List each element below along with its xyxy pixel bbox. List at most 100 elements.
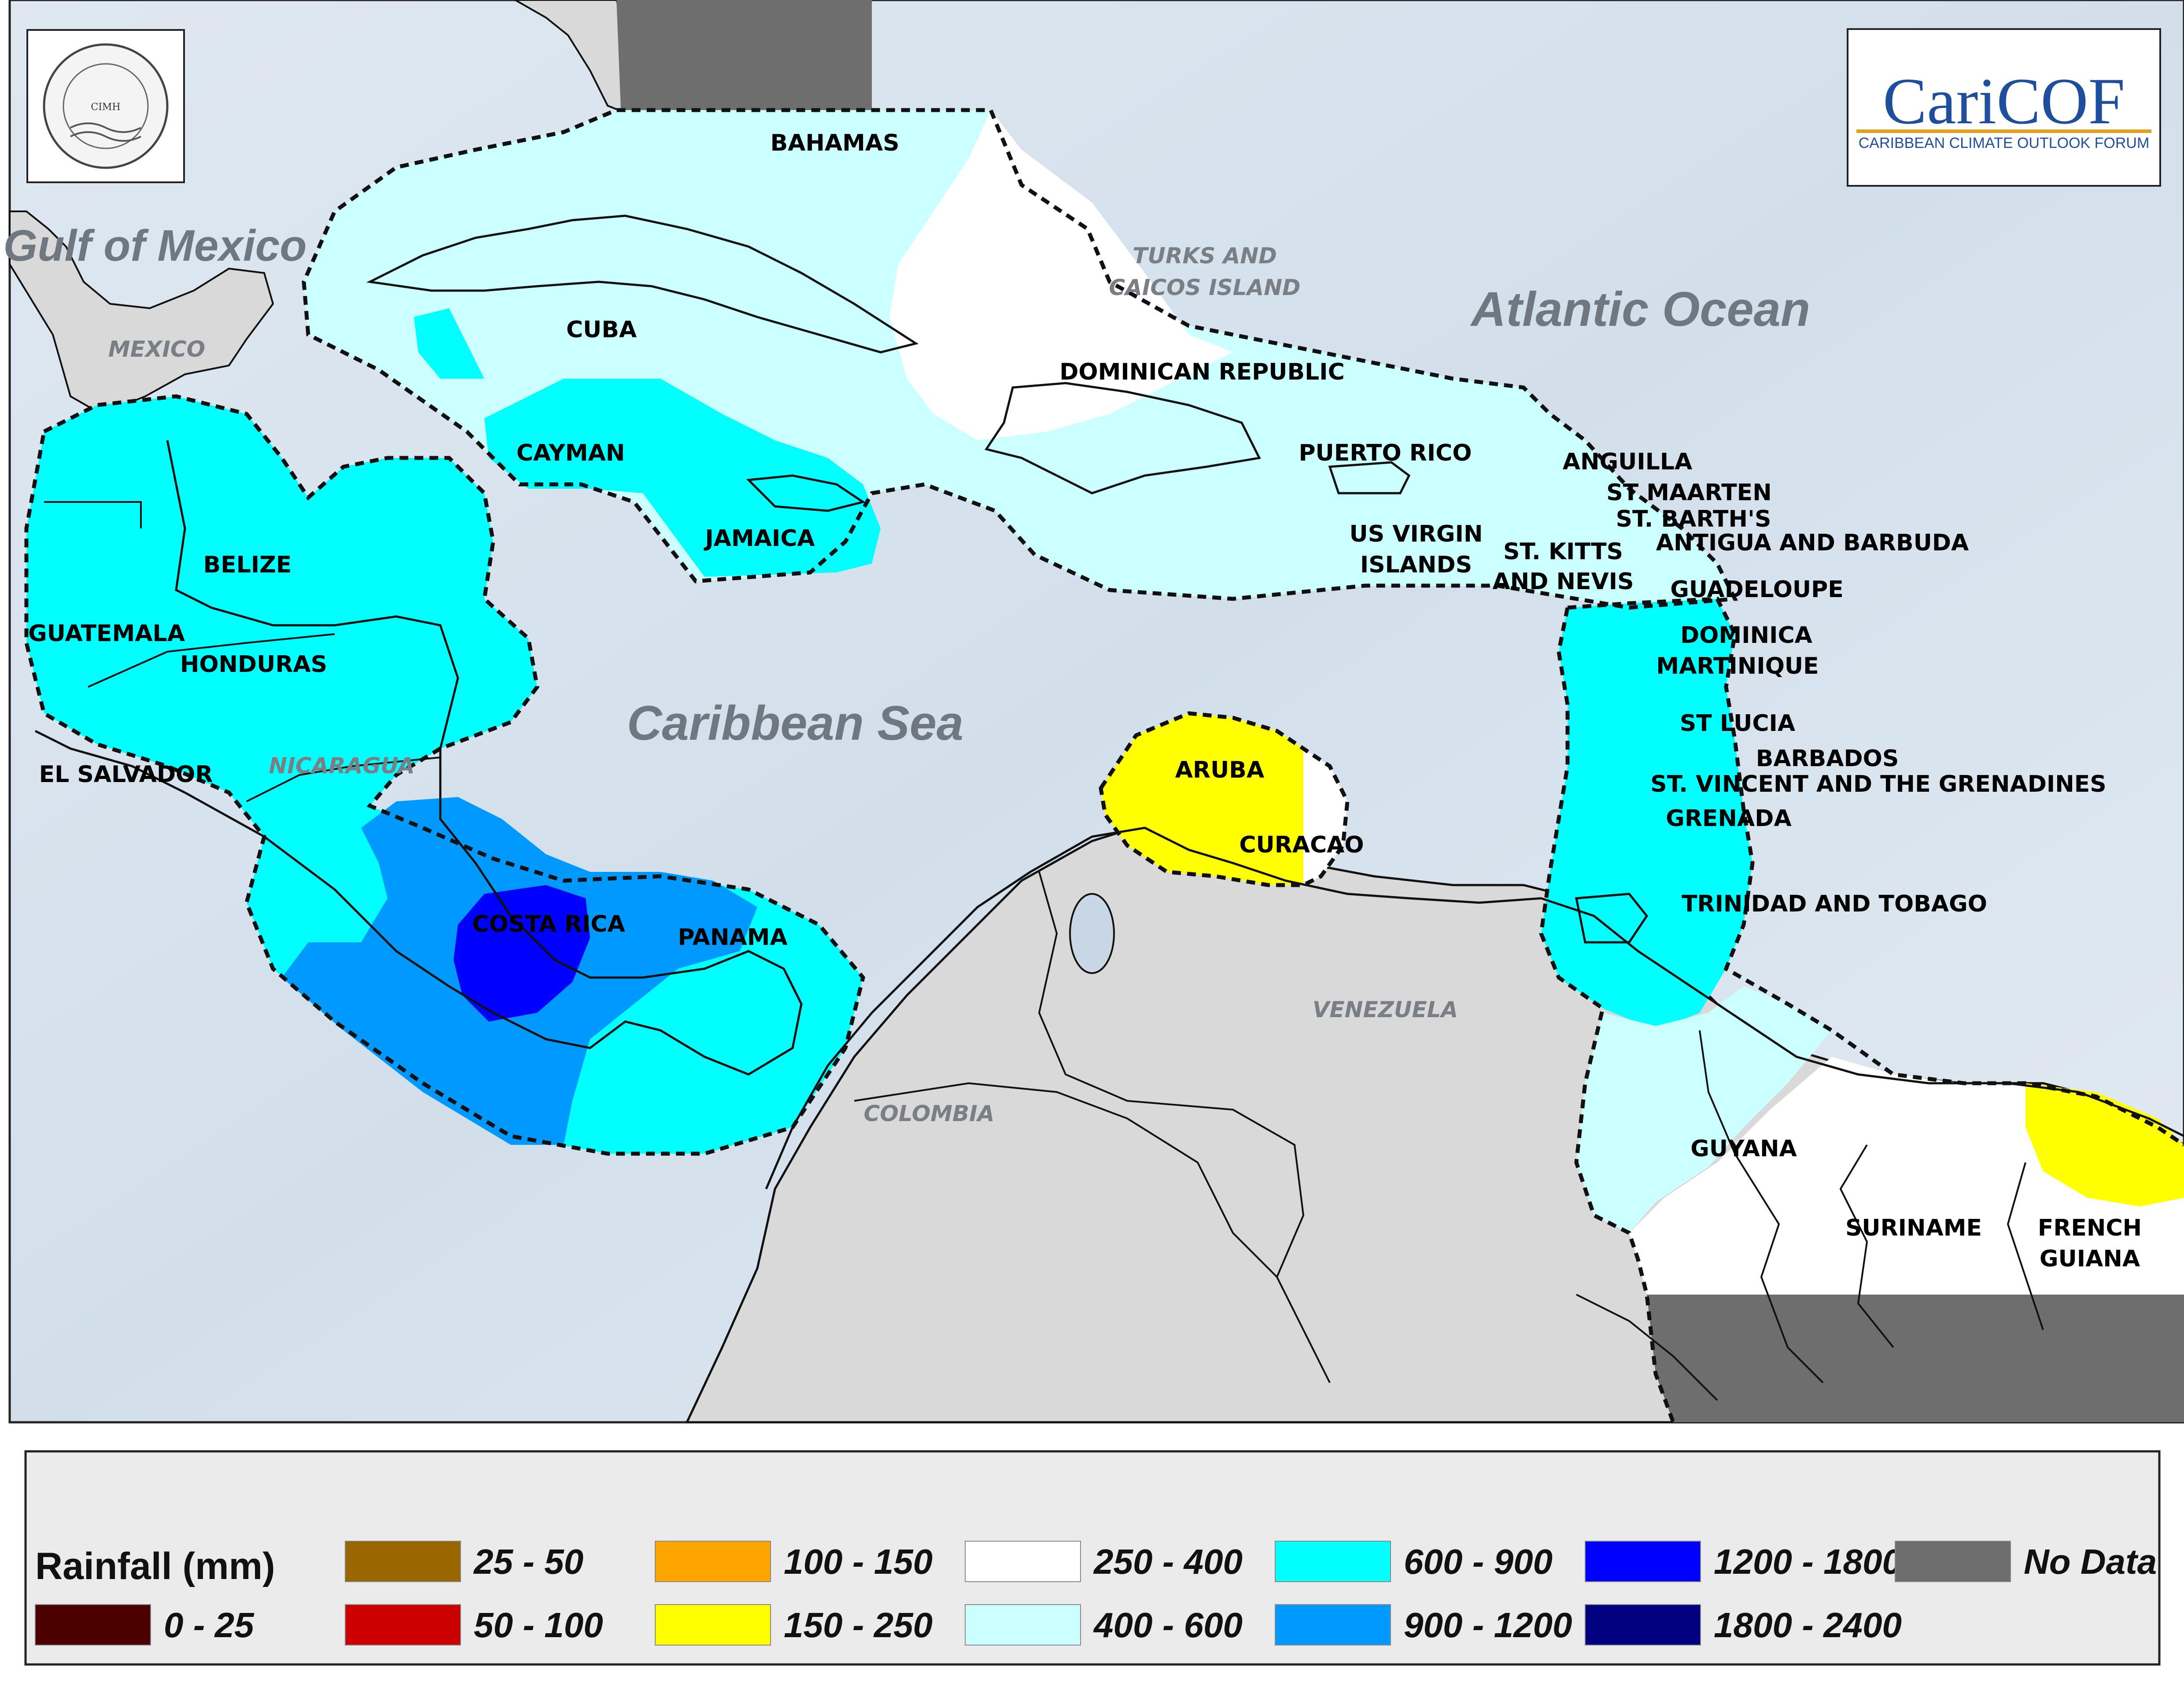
label-dominica: DOMINICA <box>1680 622 1812 649</box>
legend-label: 0 - 25 <box>164 1605 255 1645</box>
label-guyana: GUYANA <box>1690 1136 1797 1162</box>
legend-swatch <box>345 1604 461 1646</box>
label-martinique: MARTINIQUE <box>1656 653 1819 679</box>
label-cayman: CAYMAN <box>516 440 625 466</box>
coast-puerto-rico <box>1328 461 1411 494</box>
label-st-maarten: ST MAARTEN <box>1606 480 1771 506</box>
legend-label: 50 - 100 <box>474 1605 603 1645</box>
legend: Rainfall (mm) 0 - 25 25 - 50 50 - 100 100 -… <box>24 1450 2161 1666</box>
label-gulf-of-mexico: Gulf of Mexico <box>4 221 307 270</box>
legend-label: 25 - 50 <box>473 1542 583 1581</box>
label-st-lucia: ST LUCIA <box>1680 710 1795 737</box>
label-honduras: HONDURAS <box>180 651 327 678</box>
outlook-boundaries <box>24 108 2184 1423</box>
label-grenada: GRENADA <box>1666 805 1791 832</box>
label-st-vincent: ST. VINCENT AND THE GRENADINES <box>1650 771 2106 797</box>
label-guadeloupe: GUADELOUPE <box>1670 576 1844 603</box>
land-labels: MEXICO NICARAGUA VENEZUELA COLOMBIA TURK… <box>108 243 1458 1126</box>
legend-swatch <box>1275 1604 1391 1646</box>
coast-trinidad <box>1575 893 1649 944</box>
legend-swatch <box>965 1541 1081 1582</box>
legend-swatch <box>1585 1604 1701 1646</box>
legend-swatch <box>35 1604 151 1646</box>
legend-swatch <box>1585 1541 1701 1582</box>
cimh-abbr: CIMH <box>91 102 120 113</box>
label-anguilla: ANGUILLA <box>1563 449 1693 475</box>
label-caribbean-sea: Caribbean Sea <box>627 696 963 750</box>
label-cuba: CUBA <box>566 317 637 343</box>
lake-maracaibo <box>1069 893 1115 974</box>
legend-label: 150 - 250 <box>784 1605 933 1645</box>
label-colombia: COLOMBIA <box>864 1101 995 1126</box>
legend-swatch <box>655 1541 771 1582</box>
legend-label: 1800 - 2400 <box>1714 1605 1902 1645</box>
coast-central-america <box>34 440 803 1076</box>
label-antigua: ANTIGUA AND BARBUDA <box>1656 530 1969 556</box>
legend-label: 100 - 150 <box>784 1542 933 1581</box>
label-barbados: BARBADOS <box>1756 745 1899 772</box>
legend-label: No Data <box>2024 1542 2157 1581</box>
label-stkitts-line1: ST. KITTS <box>1503 539 1623 565</box>
legend-label: 250 - 400 <box>1093 1542 1243 1581</box>
coastlines <box>34 214 2184 1189</box>
caricof-title: CariCOF <box>1883 65 2125 138</box>
label-nicaragua: NICARAGUA <box>269 753 414 779</box>
label-usvi-line2: ISLANDS <box>1360 552 1472 578</box>
coast-jamaica <box>746 474 866 512</box>
legend-swatch <box>345 1541 461 1582</box>
zone-abc-yellow <box>1101 713 1303 885</box>
cimh-seal-icon <box>43 43 169 169</box>
no-data-areas <box>616 0 2184 1422</box>
legend-label: 400 - 600 <box>1093 1605 1243 1645</box>
label-suriname: SURINAME <box>1845 1215 1982 1241</box>
coast-cuba <box>366 214 919 354</box>
label-guatemala: GUATEMALA <box>28 620 185 647</box>
label-dominican-republic: DOMINICAN REPUBLIC <box>1059 359 1345 385</box>
zone-cuba-west <box>414 308 484 379</box>
zone-guyana-light <box>1576 986 1832 1233</box>
label-bahamas: BAHAMAS <box>770 130 899 156</box>
legend-swatch <box>655 1604 771 1646</box>
coast-south-america <box>765 827 2184 1189</box>
zone-cayman <box>484 379 881 577</box>
label-jamaica: JAMAICA <box>704 525 815 552</box>
label-french-guiana-line1: FRENCH <box>2038 1215 2142 1241</box>
label-stkitts-line2: AND NEVIS <box>1492 568 1634 595</box>
zone-lesser-antilles <box>1541 599 1752 1030</box>
label-el-salvador: EL SALVADOR <box>39 761 213 788</box>
label-turks-line1: TURKS AND <box>1133 243 1276 269</box>
caricof-logo-box <box>1847 28 2161 187</box>
no-data-north <box>616 0 872 110</box>
caricof-subtitle: CARIBBEAN CLIMATE OUTLOOK FORUM <box>1859 135 2150 151</box>
legend-label: 1200 - 1800 <box>1714 1542 1902 1581</box>
label-st-barths: ST. BARTH'S <box>1616 506 1771 532</box>
label-curacao: CURACAO <box>1239 832 1364 858</box>
zone-costa-rica-core <box>454 885 590 1022</box>
label-usvi-line1: US VIRGIN <box>1350 521 1483 547</box>
water-labels: Gulf of Mexico Atlantic Ocean Caribbean … <box>4 221 1811 750</box>
legend-swatch <box>965 1604 1081 1646</box>
cimh-logo: CIMH <box>26 29 185 183</box>
country-borders <box>44 501 2044 1401</box>
label-panama: PANAMA <box>678 924 787 951</box>
label-mexico: MEXICO <box>108 336 205 362</box>
label-belize: BELIZE <box>203 552 292 578</box>
zone-fg-yellow <box>2025 1083 2184 1207</box>
rainfall-zones <box>26 110 2184 1295</box>
legend-label: 600 - 900 <box>1404 1542 1553 1581</box>
legend-swatch <box>1895 1541 2011 1582</box>
zone-white-ne <box>889 110 1233 440</box>
label-french-guiana-line2: GUIANA <box>2040 1246 2140 1272</box>
label-trinidad: TRINIDAD AND TOBAGO <box>1682 891 1987 917</box>
caricof-logo: CariCOF CARIBBEAN CLIMATE OUTLOOK FORUM <box>1847 28 2161 187</box>
coast-hispaniola <box>984 382 1261 494</box>
label-puerto-rico: PUERTO RICO <box>1299 440 1472 466</box>
country-labels: BAHAMAS CUBA CAYMAN JAMAICA DOMINICAN RE… <box>28 130 2142 1272</box>
legend-label: 900 - 1200 <box>1404 1605 1572 1645</box>
no-data-south <box>1647 1295 2184 1422</box>
label-aruba: ARUBA <box>1175 757 1264 783</box>
label-costa-rica: COSTA RICA <box>472 911 625 937</box>
legend-swatch <box>1275 1541 1391 1582</box>
label-turks-line2: CAICOS ISLAND <box>1109 275 1300 300</box>
